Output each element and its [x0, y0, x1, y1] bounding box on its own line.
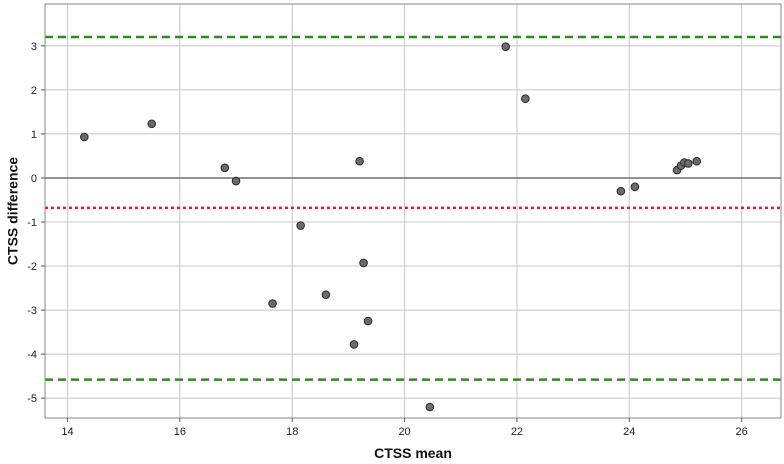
y-tick-label: 0	[31, 173, 37, 185]
data-point	[425, 402, 435, 412]
data-point	[616, 186, 626, 196]
data-point	[231, 176, 241, 186]
data-point	[359, 258, 368, 268]
data-point	[321, 290, 331, 299]
data-point	[692, 156, 702, 166]
x-axis-ticks: 14 16 18 20 22 24 26	[61, 418, 748, 438]
grid-layer	[45, 4, 781, 418]
reference-lines	[45, 35, 781, 381]
y-tick-label: -4	[27, 349, 37, 361]
x-tick-label: 26	[736, 426, 748, 438]
plot-frame	[44, 3, 782, 419]
data-point	[501, 42, 511, 52]
y-tick-label: -1	[27, 217, 37, 229]
x-tick-label: 14	[61, 426, 73, 438]
y-tick-label: 3	[31, 41, 37, 53]
x-tick-label: 20	[398, 426, 410, 438]
data-point	[147, 119, 157, 129]
x-tick-label: 24	[623, 426, 635, 438]
data-point	[349, 340, 359, 349]
x-axis-title: CTSS mean	[374, 445, 452, 461]
x-tick-label: 16	[174, 426, 186, 438]
x-tick-label: 22	[511, 426, 523, 438]
y-tick-label: -5	[27, 393, 37, 405]
y-tick-label: -3	[27, 305, 37, 317]
data-point	[630, 182, 640, 192]
data-point	[363, 316, 373, 326]
x-tick-label: 18	[286, 426, 298, 438]
data-point	[268, 299, 277, 308]
data-points	[80, 42, 702, 412]
data-point	[355, 156, 364, 166]
y-tick-label: 2	[31, 85, 37, 97]
data-point	[296, 221, 305, 230]
data-point	[683, 159, 693, 168]
data-point	[521, 94, 530, 103]
y-tick-label: 1	[31, 129, 37, 141]
y-axis-ticks: -5 -4 -3 -2 -1 0 1 2 3	[27, 41, 45, 405]
data-point	[220, 163, 230, 173]
y-axis-title: CTSS difference	[5, 157, 21, 265]
y-tick-label: -2	[27, 261, 37, 273]
data-point	[80, 132, 89, 142]
